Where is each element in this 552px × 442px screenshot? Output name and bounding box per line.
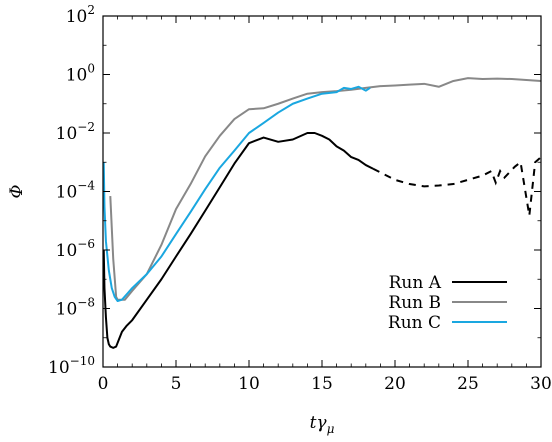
x-tick-label: 0 <box>98 374 109 394</box>
series-line-run-c <box>102 85 371 303</box>
series-line-run-a-dashed <box>372 156 542 216</box>
y-tick-label: 10−8 <box>56 296 95 320</box>
legend-label-run-a: Run A <box>389 273 442 293</box>
x-tick-label: 20 <box>384 374 406 394</box>
x-axis: 0 5 10 15 20 25 30 <box>98 16 552 394</box>
y-tick-label: 102 <box>66 3 95 27</box>
x-tick-label: 25 <box>457 374 479 394</box>
legend-label-run-c: Run C <box>388 313 441 333</box>
y-tick-label: 10−6 <box>56 237 95 261</box>
series-line-run-b <box>109 77 542 301</box>
y-tick-label: 10−10 <box>48 354 95 378</box>
x-tick-label: 10 <box>238 374 260 394</box>
plot-frame <box>102 15 542 368</box>
axis-labels: tγμ Φ <box>7 184 335 436</box>
y-tick-label: 10−2 <box>56 120 95 144</box>
series-line-run-a <box>102 132 374 349</box>
x-tick-label: 15 <box>311 374 333 394</box>
x-tick-label: 5 <box>171 374 182 394</box>
legend-label-run-b: Run B <box>388 293 441 313</box>
y-tick-label: 100 <box>66 62 95 86</box>
x-tick-label: 30 <box>530 374 552 394</box>
y-tick-label: 10−4 <box>56 179 96 203</box>
y-axis-label: Φ <box>7 184 27 198</box>
y-axis: 10−10 10−8 10−6 10−4 10−2 100 102 <box>48 3 541 378</box>
series-group <box>102 77 542 349</box>
x-axis-label: tγμ <box>310 413 335 436</box>
